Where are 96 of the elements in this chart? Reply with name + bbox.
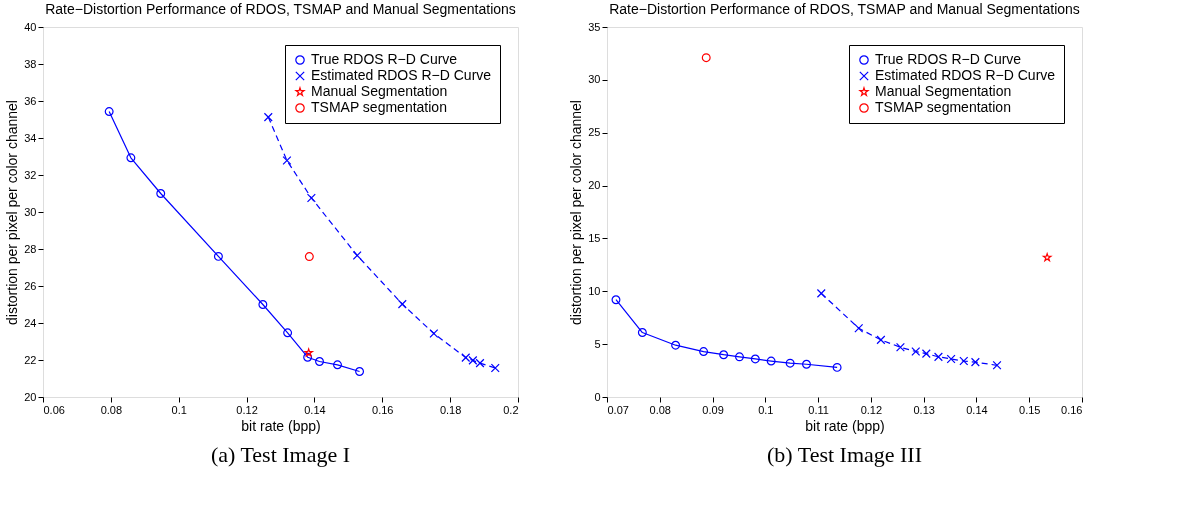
text: (a) Test Image I bbox=[210, 442, 351, 467]
point bbox=[352, 251, 362, 260]
point bbox=[303, 352, 313, 362]
y-tick-label: 30 bbox=[24, 205, 37, 218]
point bbox=[735, 352, 744, 362]
point bbox=[895, 342, 905, 352]
point bbox=[306, 193, 316, 203]
x-tick-label: 0.14 bbox=[304, 403, 326, 416]
y-tick-label: 24 bbox=[24, 316, 37, 329]
x-tick-label: 0.07 bbox=[607, 403, 629, 416]
x-axis-title: bit rate (bpp) bbox=[805, 417, 885, 434]
legend-label: True RDOS R−D Curve bbox=[875, 51, 1022, 67]
point bbox=[355, 367, 365, 376]
y-tick-label: 22 bbox=[24, 353, 37, 366]
y-tick-label: 40 bbox=[24, 20, 37, 33]
y-tick-label: 5 bbox=[594, 337, 601, 350]
x-tick-label: 0.12 bbox=[236, 403, 258, 416]
legend-label: Manual Segmentation bbox=[875, 83, 1012, 99]
legend-label: TSMAP segmentation bbox=[311, 99, 447, 115]
y-tick-label: 30 bbox=[588, 73, 601, 86]
y-tick-label: 28 bbox=[24, 242, 37, 255]
chart-title: Rate−Distortion Performance of RDOS, TSMAP and Manual Segmentations bbox=[45, 1, 516, 17]
x-tick-label: 0.1 bbox=[758, 403, 774, 416]
y-tick-label: 35 bbox=[588, 20, 601, 33]
y-tick-label: 32 bbox=[24, 168, 37, 181]
point bbox=[304, 252, 314, 262]
point bbox=[258, 300, 268, 309]
y-tick-label: 36 bbox=[24, 94, 37, 107]
x-tick-label: 0.14 bbox=[966, 403, 988, 416]
legend-label: Estimated RDOS R−D Curve bbox=[311, 67, 492, 83]
y-axis-title: distortion per pixel per color channel bbox=[568, 100, 585, 325]
x-tick-label: 0.11 bbox=[808, 403, 829, 416]
point bbox=[766, 356, 776, 366]
point bbox=[1042, 252, 1052, 262]
point bbox=[156, 189, 166, 198]
x-tick-label: 0.12 bbox=[860, 403, 883, 416]
point bbox=[126, 153, 136, 163]
x-tick-label: 0.16 bbox=[372, 403, 394, 416]
point bbox=[719, 350, 729, 360]
legend-label: True RDOS R−D Curve bbox=[311, 51, 458, 67]
point bbox=[946, 354, 956, 364]
y-tick-label: 10 bbox=[588, 284, 601, 297]
point bbox=[911, 347, 921, 357]
x-tick-label: 0.16 bbox=[1061, 403, 1083, 416]
y-tick-label: 26 bbox=[24, 279, 37, 292]
point bbox=[876, 335, 886, 345]
point bbox=[282, 156, 292, 166]
point bbox=[854, 323, 864, 333]
point bbox=[333, 360, 342, 370]
point bbox=[750, 354, 760, 364]
legend-label: Estimated RDOS R−D Curve bbox=[875, 67, 1056, 83]
point bbox=[970, 357, 980, 367]
point bbox=[283, 328, 293, 338]
x-tick-label: 0.1 bbox=[171, 403, 187, 416]
point bbox=[802, 359, 811, 369]
text: (b) Test Image III bbox=[766, 442, 923, 467]
point bbox=[921, 349, 931, 359]
y-tick-label: 0 bbox=[594, 390, 601, 403]
y-axis-title: distortion per pixel per color channel bbox=[4, 100, 21, 325]
x-tick-label: 0.18 bbox=[439, 403, 462, 416]
x-tick-label: 0.08 bbox=[649, 403, 671, 416]
legend-label: TSMAP segmentation bbox=[875, 99, 1011, 115]
x-tick-label: 0.2 bbox=[503, 403, 519, 416]
point bbox=[959, 356, 969, 366]
legend-label: Manual Segmentation bbox=[311, 83, 448, 99]
point bbox=[785, 358, 795, 368]
point bbox=[429, 329, 439, 339]
x-tick-label: 0.06 bbox=[43, 403, 65, 416]
point bbox=[304, 348, 313, 357]
y-tick-label: 34 bbox=[24, 131, 37, 144]
point bbox=[816, 288, 826, 298]
y-tick-label: 38 bbox=[24, 57, 37, 70]
y-tick-label: 15 bbox=[588, 231, 601, 244]
point bbox=[213, 251, 223, 261]
point bbox=[490, 363, 500, 373]
x-tick-label: 0.08 bbox=[100, 403, 123, 416]
x-tick-label: 0.13 bbox=[913, 403, 935, 416]
point bbox=[315, 357, 324, 366]
point bbox=[701, 53, 711, 63]
chart-title: Rate−Distortion Performance of RDOS, TSMAP and Manual Segmentations bbox=[609, 1, 1080, 17]
x-tick-label: 0.15 bbox=[1019, 403, 1041, 416]
y-tick-label: 25 bbox=[588, 126, 601, 139]
point bbox=[933, 352, 943, 362]
point bbox=[832, 362, 842, 372]
y-tick-label: 20 bbox=[588, 179, 601, 192]
point bbox=[104, 107, 114, 117]
y-tick-label: 20 bbox=[24, 390, 37, 403]
point bbox=[611, 295, 621, 305]
point bbox=[397, 299, 407, 309]
point bbox=[637, 328, 647, 337]
point bbox=[699, 347, 709, 357]
x-axis-title: bit rate (bpp) bbox=[241, 417, 321, 434]
point bbox=[671, 340, 681, 350]
point bbox=[263, 112, 273, 122]
x-tick-label: 0.09 bbox=[702, 403, 724, 416]
point bbox=[992, 360, 1002, 370]
